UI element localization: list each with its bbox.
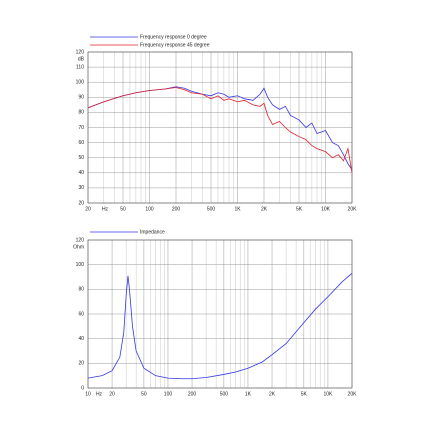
x-tick-label: 50 xyxy=(120,206,126,212)
y-unit-label: dB xyxy=(78,56,85,62)
legend-label: Impedance xyxy=(140,229,165,235)
x-tick-label: 100 xyxy=(145,206,154,212)
data-line xyxy=(87,86,353,171)
x-tick-label: 50 xyxy=(141,391,147,397)
x-tick-label: 1K xyxy=(245,391,252,397)
data-line xyxy=(87,87,353,173)
x-tick-label: 5K xyxy=(301,391,308,397)
y-tick-label: 120 xyxy=(76,237,85,243)
x-tick-label: 2K xyxy=(269,391,276,397)
data-line xyxy=(87,272,353,380)
y-tick-label: 20 xyxy=(78,200,84,206)
x-tick-label: 10K xyxy=(323,391,333,397)
x-tick-label: 500 xyxy=(220,391,229,397)
x-tick-label: 20K xyxy=(348,206,358,212)
x-tick-label: 200 xyxy=(188,391,197,397)
y-tick-label: 110 xyxy=(76,64,84,70)
y-tick-label: 40 xyxy=(78,170,84,176)
y-tick-label: 80 xyxy=(78,287,84,293)
legend-label: Frequency response 45 degree xyxy=(140,42,210,48)
x-tick-label: 20K xyxy=(348,391,358,397)
x-tick-label: 500 xyxy=(207,206,216,212)
x-unit-label: Hz xyxy=(102,206,109,212)
y-tick-label: 50 xyxy=(78,155,84,161)
y-tick-label: 60 xyxy=(78,140,84,146)
plot-frame xyxy=(87,51,353,204)
y-tick-label: 40 xyxy=(78,336,84,342)
plot-frame xyxy=(87,239,353,389)
x-tick-label: 10 xyxy=(85,391,91,397)
y-unit-label: Ohm xyxy=(73,244,84,250)
y-tick-label: 120 xyxy=(76,49,85,55)
x-unit-label: Hz xyxy=(96,391,103,397)
x-tick-label: 20 xyxy=(85,206,91,212)
y-tick-label: 20 xyxy=(78,361,84,367)
y-tick-label: 30 xyxy=(78,185,84,191)
y-tick-label: 0 xyxy=(81,385,84,391)
legend-label: Frequency response 0 degree xyxy=(140,34,207,40)
x-tick-label: 200 xyxy=(172,206,181,212)
y-tick-label: 60 xyxy=(78,311,84,317)
x-tick-label: 20 xyxy=(109,391,115,397)
y-tick-label: 90 xyxy=(78,95,84,101)
x-tick-label: 10K xyxy=(321,206,331,212)
y-tick-label: 70 xyxy=(78,125,84,131)
y-tick-label: 100 xyxy=(76,262,85,268)
x-tick-label: 5K xyxy=(296,206,303,212)
x-tick-label: 2K xyxy=(261,206,268,212)
y-tick-label: 100 xyxy=(76,80,85,86)
y-tick-label: 80 xyxy=(78,110,84,116)
x-tick-label: 1K xyxy=(234,206,241,212)
x-tick-label: 100 xyxy=(164,391,173,397)
